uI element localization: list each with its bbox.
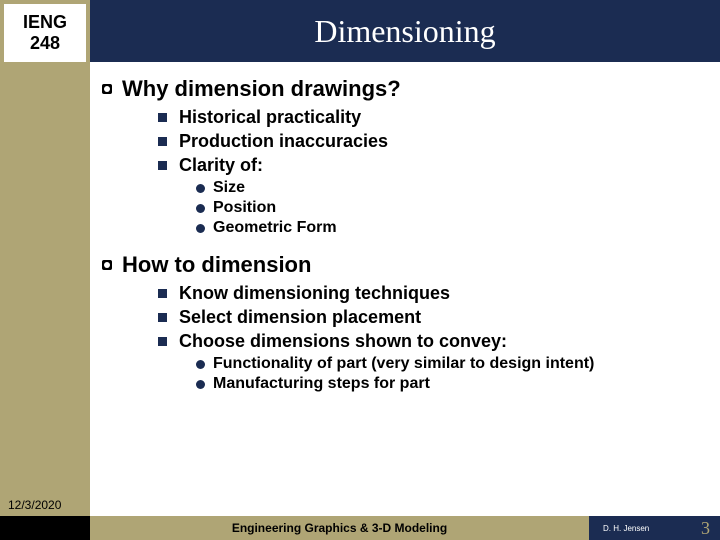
- dot-bullet-icon: [196, 380, 205, 389]
- date-label: 12/3/2020: [8, 498, 61, 512]
- gear-icon: [100, 258, 114, 272]
- list-item-text: Size: [213, 178, 245, 198]
- page-number: 3: [701, 518, 710, 539]
- square-bullet-icon: [158, 289, 167, 298]
- list-item: Functionality of part (very similar to d…: [196, 354, 706, 374]
- list-item-text: Choose dimensions shown to convey:: [179, 330, 507, 352]
- square-bullet-icon: [158, 113, 167, 122]
- footer-center: Engineering Graphics & 3-D Modeling: [90, 516, 589, 540]
- list-item-text: Production inaccuracies: [179, 130, 388, 152]
- list-item-text: Know dimensioning techniques: [179, 282, 450, 304]
- list-item: Manufacturing steps for part: [196, 374, 706, 394]
- footer: Engineering Graphics & 3-D Modeling D. H…: [0, 516, 720, 540]
- list-item-text: Select dimension placement: [179, 306, 421, 328]
- list-item-text: Clarity of:: [179, 154, 263, 176]
- sub-bullet-list: Functionality of part (very similar to d…: [196, 354, 706, 394]
- slide: IENG 248 Dimensioning Why dimension draw…: [0, 0, 720, 540]
- square-bullet-icon: [158, 313, 167, 322]
- list-item: Size: [196, 178, 706, 198]
- dot-bullet-icon: [196, 184, 205, 193]
- dot-bullet-icon: [196, 360, 205, 369]
- sidebar: [0, 0, 90, 540]
- list-item-text: Historical practicality: [179, 106, 361, 128]
- list-item: Historical practicality: [158, 106, 706, 128]
- sub-bullet-list: Size Position Geometric Form: [196, 178, 706, 238]
- list-item-text: Position: [213, 198, 276, 218]
- dot-bullet-icon: [196, 224, 205, 233]
- course-code-line2: 248: [30, 33, 60, 54]
- dot-bullet-icon: [196, 204, 205, 213]
- content-area: Why dimension drawings? Historical pract…: [100, 70, 706, 506]
- list-item-text: Functionality of part (very similar to d…: [213, 354, 594, 374]
- list-item: Position: [196, 198, 706, 218]
- bullet-list: Historical practicality Production inacc…: [158, 106, 706, 176]
- author-label: D. H. Jensen: [603, 524, 649, 533]
- course-code-box: IENG 248: [4, 4, 86, 62]
- list-item: Production inaccuracies: [158, 130, 706, 152]
- list-item: Geometric Form: [196, 218, 706, 238]
- list-item: Know dimensioning techniques: [158, 282, 706, 304]
- section-heading: How to dimension: [100, 252, 706, 278]
- section-heading-text: How to dimension: [122, 252, 311, 278]
- footer-left-block: [0, 516, 90, 540]
- list-item-text: Manufacturing steps for part: [213, 374, 430, 394]
- square-bullet-icon: [158, 137, 167, 146]
- square-bullet-icon: [158, 337, 167, 346]
- section-heading: Why dimension drawings?: [100, 76, 706, 102]
- list-item: Choose dimensions shown to convey:: [158, 330, 706, 352]
- footer-center-text: Engineering Graphics & 3-D Modeling: [232, 521, 447, 535]
- list-item: Clarity of:: [158, 154, 706, 176]
- slide-title: Dimensioning: [314, 13, 495, 50]
- section-heading-text: Why dimension drawings?: [122, 76, 401, 102]
- gear-icon: [100, 82, 114, 96]
- list-item: Select dimension placement: [158, 306, 706, 328]
- bullet-list: Know dimensioning techniques Select dime…: [158, 282, 706, 352]
- list-item-text: Geometric Form: [213, 218, 337, 238]
- square-bullet-icon: [158, 161, 167, 170]
- title-bar: Dimensioning: [90, 0, 720, 62]
- course-code-line1: IENG: [23, 12, 67, 33]
- footer-right: D. H. Jensen 3: [589, 516, 720, 540]
